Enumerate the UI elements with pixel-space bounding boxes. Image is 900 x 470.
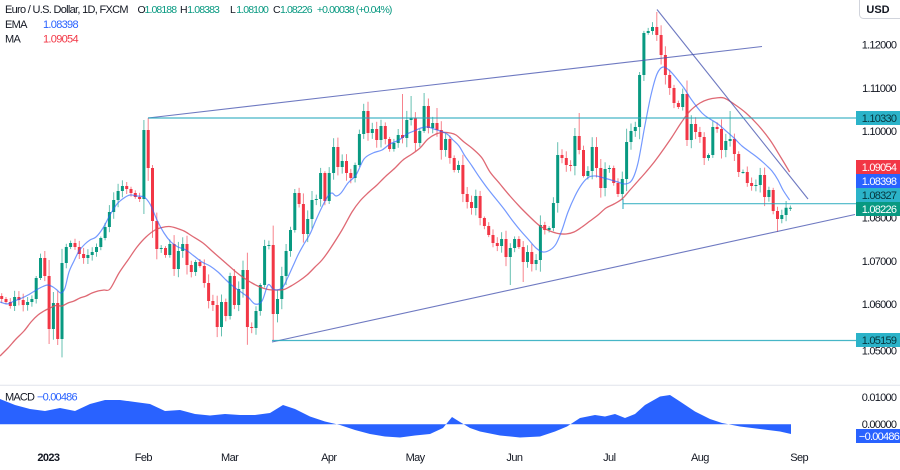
svg-text:1.05159: 1.05159 <box>862 335 897 347</box>
svg-text:USD: USD <box>866 4 889 16</box>
svg-text:1.05000: 1.05000 <box>862 346 897 358</box>
svg-text:2023: 2023 <box>37 452 60 464</box>
svg-text:1.07000: 1.07000 <box>862 256 897 268</box>
svg-text:1.10000: 1.10000 <box>862 126 897 138</box>
svg-text:1.08398: 1.08398 <box>862 176 897 188</box>
svg-text:Feb: Feb <box>135 452 153 464</box>
svg-text:Apr: Apr <box>321 452 337 464</box>
svg-text:Jun: Jun <box>506 452 522 464</box>
svg-text:MACD−0.00486: MACD−0.00486 <box>5 392 77 404</box>
svg-text:1.12000: 1.12000 <box>862 40 897 52</box>
svg-text:0.01000: 0.01000 <box>862 392 897 404</box>
svg-text:Jul: Jul <box>603 452 615 464</box>
svg-text:Mar: Mar <box>221 452 239 464</box>
svg-text:1.09054: 1.09054 <box>862 162 897 174</box>
svg-text:May: May <box>406 452 426 464</box>
svg-text:1.08226: 1.08226 <box>862 204 897 216</box>
svg-text:1.10330: 1.10330 <box>862 113 897 125</box>
svg-text:1.06000: 1.06000 <box>862 299 897 311</box>
svg-text:−0.00486: −0.00486 <box>859 431 900 443</box>
svg-text:Aug: Aug <box>691 452 709 464</box>
svg-text:1.11000: 1.11000 <box>862 83 896 95</box>
svg-text:Sep: Sep <box>790 452 808 464</box>
svg-text:1.08327: 1.08327 <box>862 190 897 202</box>
